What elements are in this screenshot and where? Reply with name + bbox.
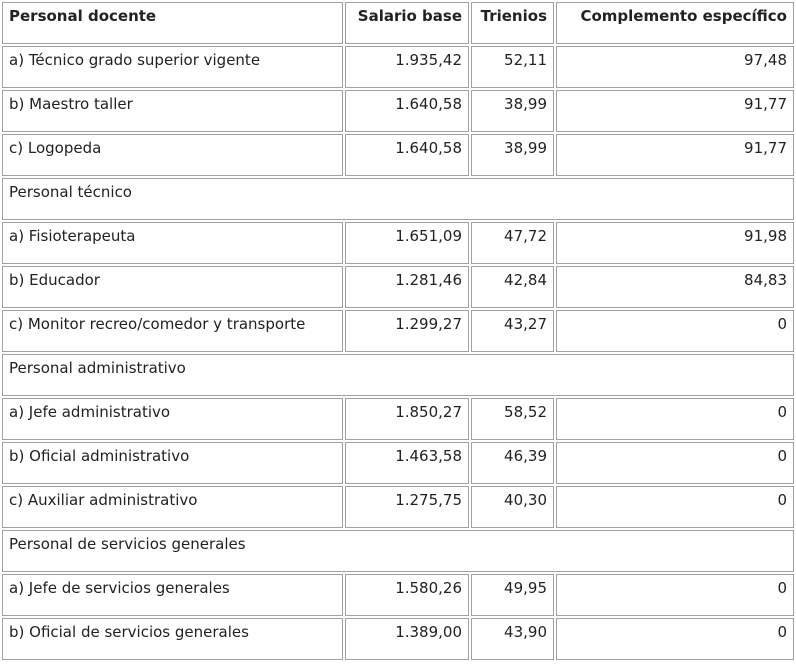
header-cell: Complemento específico	[556, 2, 794, 44]
table-cell: 0	[556, 442, 794, 484]
table-cell: 1.935,42	[345, 46, 469, 88]
data-row: b) Maestro taller 1.640,58 38,99 91,77	[2, 90, 794, 132]
table-cell: a) Jefe de servicios generales	[2, 574, 343, 616]
table-cell: 1.580,26	[345, 574, 469, 616]
data-row: b) Oficial de servicios generales 1.389,0…	[2, 618, 794, 660]
data-row: c) Monitor recreo/comedor y transporte 1.…	[2, 310, 794, 352]
data-row: a) Técnico grado superior vigente 1.935,4…	[2, 46, 794, 88]
header-cell: Personal docente	[2, 2, 343, 44]
table-cell: 47,72	[471, 222, 554, 264]
data-row: b) Educador 1.281,46 42,84 84,83	[2, 266, 794, 308]
table-cell: 97,48	[556, 46, 794, 88]
table-cell: 1.640,58	[345, 134, 469, 176]
table-cell: 1.281,46	[345, 266, 469, 308]
table-cell: 84,83	[556, 266, 794, 308]
table-cell: 1.299,27	[345, 310, 469, 352]
table-cell: 38,99	[471, 134, 554, 176]
table-cell: b) Oficial de servicios generales	[2, 618, 343, 660]
table-cell: 91,77	[556, 134, 794, 176]
table-cell: 0	[556, 398, 794, 440]
table-cell: 43,90	[471, 618, 554, 660]
header-cell: Trienios	[471, 2, 554, 44]
table-cell: 46,39	[471, 442, 554, 484]
header-row: Personal docente Salario base Trienios Comp…	[2, 2, 794, 44]
table-cell: 1.651,09	[345, 222, 469, 264]
data-row: b) Oficial administrativo 1.463,58 46,39 0	[2, 442, 794, 484]
section-cell: Personal de servicios generales	[2, 530, 794, 572]
table-header: Personal docente Salario base Trienios Comp…	[2, 2, 794, 44]
table-cell: c) Logopeda	[2, 134, 343, 176]
section-row: Personal de servicios generales	[2, 530, 794, 572]
table-cell: 43,27	[471, 310, 554, 352]
table-cell: a) Fisioterapeuta	[2, 222, 343, 264]
table-cell: 58,52	[471, 398, 554, 440]
table-cell: 0	[556, 574, 794, 616]
table-cell: 1.275,75	[345, 486, 469, 528]
data-row: a) Fisioterapeuta 1.651,09 47,72 91,98	[2, 222, 794, 264]
table-cell: 40,30	[471, 486, 554, 528]
table-cell: 52,11	[471, 46, 554, 88]
section-row: Personal administrativo	[2, 354, 794, 396]
table-cell: 91,98	[556, 222, 794, 264]
table-cell: 1.850,27	[345, 398, 469, 440]
table-cell: b) Educador	[2, 266, 343, 308]
table-cell: a) Jefe administrativo	[2, 398, 343, 440]
table-cell: b) Maestro taller	[2, 90, 343, 132]
table-cell: c) Auxiliar administrativo	[2, 486, 343, 528]
table-cell: 1.640,58	[345, 90, 469, 132]
data-row: a) Jefe de servicios generales 1.580,26 49…	[2, 574, 794, 616]
header-cell: Salario base	[345, 2, 469, 44]
table-cell: 0	[556, 486, 794, 528]
table-cell: c) Monitor recreo/comedor y transporte	[2, 310, 343, 352]
section-row: Personal técnico	[2, 178, 794, 220]
table-body: a) Técnico grado superior vigente 1.935,4…	[2, 46, 794, 660]
table-cell: 38,99	[471, 90, 554, 132]
section-cell: Personal técnico	[2, 178, 794, 220]
table-cell: 42,84	[471, 266, 554, 308]
data-row: a) Jefe administrativo 1.850,27 58,52 0	[2, 398, 794, 440]
section-cell: Personal administrativo	[2, 354, 794, 396]
table-cell: 49,95	[471, 574, 554, 616]
table-cell: 91,77	[556, 90, 794, 132]
table-cell: 0	[556, 618, 794, 660]
data-row: c) Auxiliar administrativo 1.275,75 40,30 0	[2, 486, 794, 528]
table-cell: 0	[556, 310, 794, 352]
table-cell: b) Oficial administrativo	[2, 442, 343, 484]
data-row: c) Logopeda 1.640,58 38,99 91,77	[2, 134, 794, 176]
table-cell: a) Técnico grado superior vigente	[2, 46, 343, 88]
table-cell: 1.463,58	[345, 442, 469, 484]
table-cell: 1.389,00	[345, 618, 469, 660]
